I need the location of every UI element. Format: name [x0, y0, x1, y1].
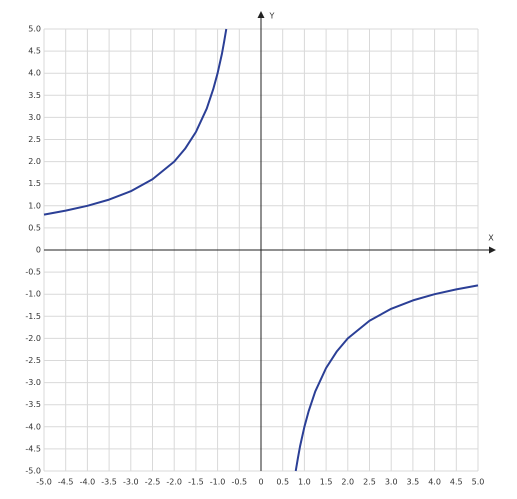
x-tick-label: 4.0: [428, 478, 441, 487]
y-tick-label: 2.0: [28, 157, 41, 166]
x-tick-label: -3.5: [101, 478, 117, 487]
y-tick-label: -4.5: [25, 444, 41, 453]
y-tick-label: -0.5: [25, 268, 41, 277]
x-tick-label: 3.0: [385, 478, 398, 487]
y-tick-label: 3.5: [28, 91, 41, 100]
x-tick-label: -5.0: [36, 478, 52, 487]
x-tick-label: 2.5: [363, 478, 376, 487]
y-tick-label: 4.5: [28, 47, 41, 56]
y-tick-label: -3.5: [25, 400, 41, 409]
y-tick-label: 1.5: [28, 179, 41, 188]
x-tick-label: 1.0: [298, 478, 311, 487]
x-tick-label: 0.5: [276, 478, 289, 487]
x-tick-label: -3.0: [123, 478, 139, 487]
y-tick-label: 0.5: [28, 223, 41, 232]
y-tick-label: -2.5: [25, 356, 41, 365]
x-tick-label: -2.5: [145, 478, 161, 487]
y-tick-label: -3.0: [25, 378, 41, 387]
x-tick-label: -1.0: [210, 478, 226, 487]
x-tick-label: 4.5: [450, 478, 463, 487]
y-axis-arrow: [257, 11, 265, 18]
x-tick-label: -0.5: [231, 478, 247, 487]
x-tick-label: 1.5: [320, 478, 333, 487]
y-tick-label: 4.0: [28, 69, 41, 78]
x-tick-label: 5.0: [472, 478, 485, 487]
x-tick-label: 3.5: [407, 478, 420, 487]
x-axis-label: X: [488, 234, 494, 243]
x-tick-label: 2.0: [341, 478, 354, 487]
x-tick-label: -4.0: [80, 478, 96, 487]
y-tick-label: 1.0: [28, 201, 41, 210]
x-tick-label: -1.5: [188, 478, 204, 487]
x-axis-arrow: [489, 246, 496, 254]
y-tick-label: -1.0: [25, 290, 41, 299]
x-tick-label: -4.5: [58, 478, 74, 487]
y-tick-label: 3.0: [28, 113, 41, 122]
y-axis-label: Y: [269, 12, 275, 21]
y-tick-label: -5.0: [25, 467, 41, 476]
y-tick-label: -1.5: [25, 312, 41, 321]
y-tick-label: -4.0: [25, 422, 41, 431]
y-tick-label: 2.5: [28, 135, 41, 144]
x-tick-label: 0: [258, 478, 263, 487]
x-tick-label: -2.0: [166, 478, 182, 487]
y-tick-label: -2.0: [25, 334, 41, 343]
curve: [43, 28, 479, 472]
y-tick-label: 5.0: [28, 25, 41, 34]
y-tick-label: 0: [36, 246, 41, 255]
